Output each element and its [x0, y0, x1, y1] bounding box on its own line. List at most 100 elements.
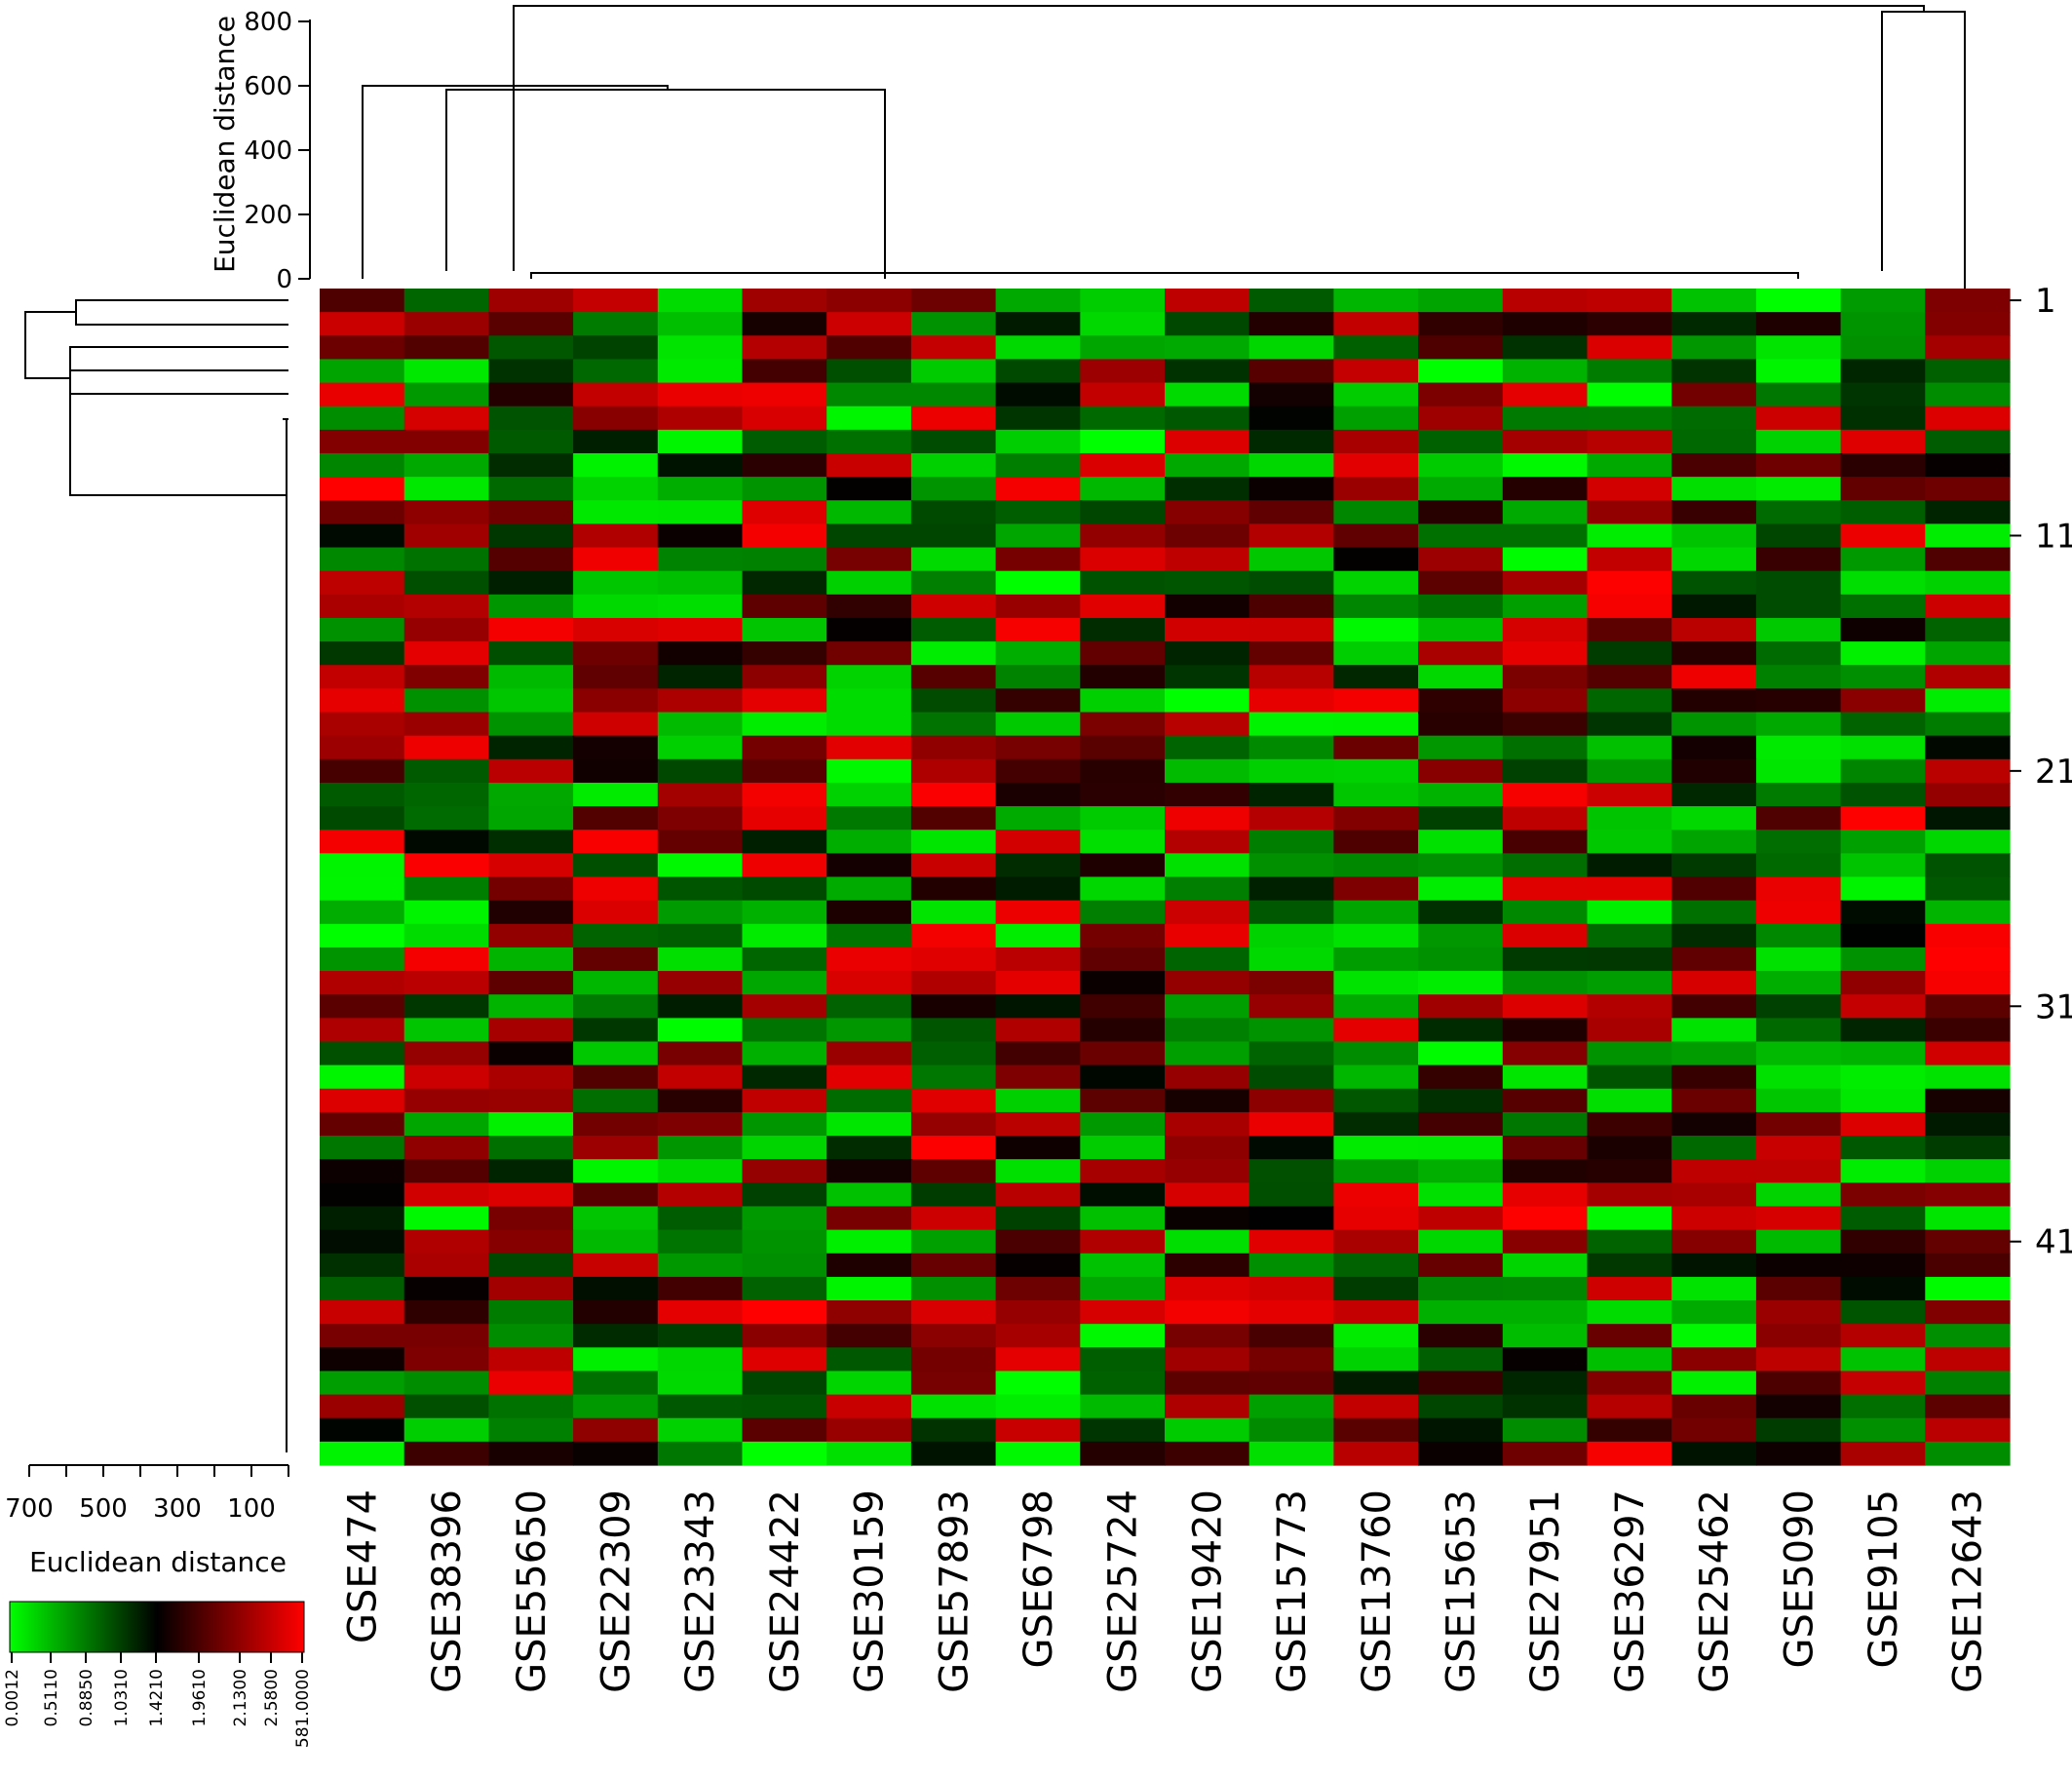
heatmap-cell — [910, 1324, 997, 1348]
heatmap-cell — [1502, 1182, 1589, 1208]
heatmap-cell — [1925, 1324, 2011, 1348]
dendro-link — [69, 347, 288, 496]
heatmap-cell — [742, 971, 827, 995]
heatmap-cell — [1248, 1206, 1334, 1231]
heatmap-cell — [403, 688, 489, 714]
heatmap-cell — [657, 853, 744, 878]
heatmap-cell — [910, 1300, 997, 1325]
heatmap-cell — [1248, 1324, 1334, 1348]
heatmap-cell — [1840, 1206, 1926, 1231]
heatmap-cell — [573, 429, 659, 454]
heatmap-cell — [657, 876, 744, 902]
heatmap-cell — [488, 1088, 574, 1113]
heatmap-cell — [1925, 971, 2011, 995]
heatmap-cell — [1587, 830, 1672, 854]
heatmap-cell — [742, 876, 827, 902]
heatmap-cell — [1080, 570, 1166, 596]
heatmap-cell — [826, 1417, 912, 1443]
dendro-link — [69, 346, 288, 409]
heatmap-cell — [1755, 830, 1842, 854]
heatmap-cell — [1333, 1159, 1419, 1183]
heatmap-cell — [1671, 312, 1757, 336]
heatmap-cell — [1418, 994, 1504, 1019]
heatmap-cell — [1333, 688, 1419, 714]
heatmap-cell — [1248, 1371, 1334, 1396]
heatmap-cell — [1502, 1371, 1589, 1396]
heatmap-cell — [910, 523, 997, 549]
heatmap-cell — [826, 570, 912, 596]
heatmap-cell — [573, 1064, 659, 1090]
heatmap-cell — [910, 1371, 997, 1396]
heatmap-cell — [1840, 429, 1926, 454]
heatmap-cell — [403, 1347, 489, 1373]
heatmap-cell — [742, 758, 827, 784]
heatmap-cell — [1925, 923, 2011, 948]
heatmap-cell — [1755, 876, 1842, 902]
heatmap-cell — [826, 1111, 912, 1137]
heatmap-cell — [573, 523, 659, 549]
heatmap-cell — [657, 523, 744, 549]
heatmap-cell — [657, 429, 744, 454]
heatmap-cell — [1840, 806, 1926, 831]
heatmap-cell — [1840, 1300, 1926, 1325]
column-label: GSE6798 — [1017, 1489, 1061, 1668]
heatmap-cell — [657, 1064, 744, 1090]
heatmap-cell — [657, 830, 744, 854]
heatmap-cell — [1502, 594, 1589, 619]
heatmap-cell — [573, 406, 659, 431]
column-label: GSE15653 — [1439, 1489, 1484, 1693]
heatmap-cell — [403, 853, 489, 878]
heatmap-cell — [910, 853, 997, 878]
heatmap-cell — [826, 665, 912, 689]
heatmap-cell — [995, 547, 1081, 572]
heatmap-cell — [1840, 500, 1926, 524]
heatmap-cell — [488, 641, 574, 666]
left-dendrogram — [24, 299, 288, 1452]
heatmap-cell — [488, 1182, 574, 1208]
heatmap-cell — [657, 1229, 744, 1255]
heatmap-cell — [1333, 406, 1419, 431]
heatmap-cell — [1755, 1324, 1842, 1348]
heatmap-cell — [1165, 1371, 1250, 1396]
heatmap-cell — [1418, 947, 1504, 972]
heatmap-cell — [1671, 1064, 1757, 1090]
heatmap-cell — [1671, 971, 1757, 995]
heatmap-cell — [742, 1064, 827, 1090]
heatmap-cell — [1418, 1018, 1504, 1043]
heatmap-cell — [1755, 1276, 1842, 1301]
heatmap-cell — [1671, 500, 1757, 524]
heatmap-cell — [1418, 1253, 1504, 1278]
column-label: GSE474 — [340, 1489, 385, 1644]
heatmap-cell — [573, 1159, 659, 1183]
heatmap-cell — [1333, 806, 1419, 831]
heatmap-cell — [1502, 477, 1589, 501]
heatmap-cell — [1165, 806, 1250, 831]
heatmap-cell — [1333, 289, 1419, 313]
heatmap-cell — [995, 1394, 1081, 1419]
heatmap-cell — [826, 335, 912, 361]
heatmap-cell — [995, 1347, 1081, 1373]
heatmap-cell — [1925, 735, 2011, 760]
heatmap-cell — [1840, 1229, 1926, 1255]
heatmap-cell — [1755, 1229, 1842, 1255]
heatmap-cell — [488, 406, 574, 431]
heatmap-cell — [1165, 1441, 1250, 1466]
heatmap-cell — [320, 1182, 405, 1208]
heatmap-cell — [1502, 641, 1589, 666]
heatmap-cell — [1418, 1088, 1504, 1113]
heatmap-cell — [1165, 1111, 1250, 1137]
heatmap-cell — [1502, 1159, 1589, 1183]
heatmap-cell — [1248, 806, 1334, 831]
heatmap-cell — [1502, 1229, 1589, 1255]
heatmap-cell — [657, 641, 744, 666]
heatmap-cell — [1840, 1347, 1926, 1373]
heatmap-cell — [1080, 289, 1166, 313]
heatmap-cell — [1755, 1417, 1842, 1443]
heatmap-cell — [1671, 1347, 1757, 1373]
heatmap-cell — [403, 1441, 489, 1466]
heatmap-cell — [1587, 806, 1672, 831]
heatmap-cell — [657, 971, 744, 995]
heatmap-cell — [1587, 900, 1672, 925]
heatmap-cell — [1587, 1041, 1672, 1066]
